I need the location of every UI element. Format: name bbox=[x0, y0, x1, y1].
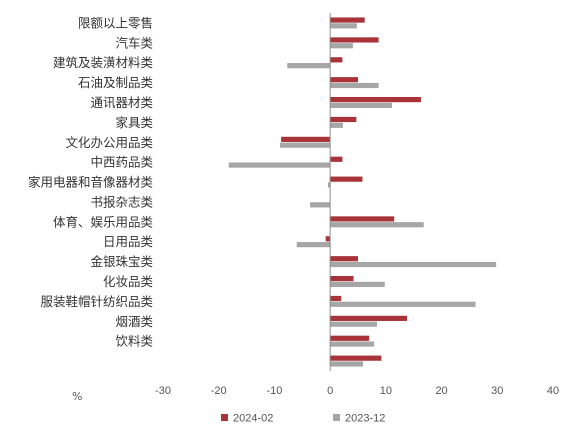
category-label: 饮料类 bbox=[115, 334, 153, 349]
legend-swatch bbox=[221, 414, 228, 421]
category-label: 书报杂志类 bbox=[90, 194, 153, 209]
legend-swatch bbox=[333, 414, 340, 421]
x-tick-label: -20 bbox=[211, 385, 227, 397]
bar-2023-12-11 bbox=[296, 242, 331, 248]
category-label: 金银珠宝类 bbox=[90, 254, 153, 269]
bar-2023-12-9 bbox=[310, 202, 331, 208]
bar-2023-12-7 bbox=[228, 162, 331, 168]
legend-label: 2023-12 bbox=[345, 413, 385, 425]
bar-2023-12-4 bbox=[330, 102, 392, 108]
bar-2024-02-13 bbox=[330, 276, 354, 282]
bar-2023-12-1 bbox=[330, 43, 353, 49]
bar-2024-02-11 bbox=[325, 236, 331, 242]
category-label: 汽车类 bbox=[115, 35, 153, 50]
category-label: 限额以上零售 bbox=[78, 15, 153, 30]
x-tick-label: 40 bbox=[547, 385, 559, 397]
bar-2024-02-7 bbox=[330, 156, 343, 162]
bar-2023-12-12 bbox=[330, 261, 497, 268]
bar-2023-12-17 bbox=[330, 361, 364, 367]
bar-2023-12-8 bbox=[327, 182, 331, 188]
category-labels: 限额以上零售汽车类建筑及装潢材料类石油及制品类通讯器材类家具类文化办公用品类中西… bbox=[28, 15, 154, 348]
category-label: 日用品类 bbox=[103, 234, 154, 249]
legend-label: 2024-02 bbox=[233, 413, 273, 425]
x-tick-label: 10 bbox=[380, 385, 392, 397]
category-label: 烟酒类 bbox=[115, 314, 153, 329]
bar-2023-12-14 bbox=[330, 301, 476, 307]
category-label: 通讯器材类 bbox=[90, 95, 153, 110]
bar-2023-12-13 bbox=[330, 281, 385, 287]
bar-2024-02-6 bbox=[281, 136, 331, 142]
x-tick-label: 20 bbox=[435, 385, 447, 397]
bar-2024-02-15 bbox=[330, 315, 408, 321]
bar-2024-02-5 bbox=[330, 116, 357, 123]
bar-2023-12-15 bbox=[330, 321, 377, 327]
bar-2024-02-2 bbox=[330, 57, 343, 63]
bar-2024-02-1 bbox=[330, 37, 379, 43]
x-tick-label: -30 bbox=[155, 385, 171, 397]
category-label: 建筑及装潢材料类 bbox=[53, 55, 154, 70]
category-label: 家用电器和音像器材类 bbox=[28, 175, 154, 190]
bar-2023-12-2 bbox=[287, 63, 331, 69]
category-label: 家具类 bbox=[115, 115, 153, 130]
x-tick-labels: -30 -20 -10 0 10 20 30 40 bbox=[155, 385, 559, 397]
category-label: 石油及制品类 bbox=[78, 75, 154, 90]
category-label: 体育、娱乐用品类 bbox=[53, 214, 154, 229]
category-label: 中西药品类 bbox=[90, 155, 153, 170]
x-tick-label: -10 bbox=[266, 385, 282, 397]
bar-2023-12-6 bbox=[280, 142, 331, 148]
bar-2024-02-4 bbox=[330, 97, 421, 103]
bar-2024-02-3 bbox=[330, 77, 358, 83]
legend: 2024-02 2023-12 bbox=[221, 413, 385, 425]
bar-2023-12-10 bbox=[330, 222, 424, 228]
bar-2023-12-5 bbox=[330, 122, 343, 128]
bar-2024-02-17 bbox=[330, 355, 382, 361]
category-label: 文化办公用品类 bbox=[65, 135, 153, 150]
bar-2024-02-8 bbox=[330, 176, 363, 182]
bar-2024-02-16 bbox=[330, 335, 370, 341]
bar-2024-02-10 bbox=[330, 216, 395, 222]
unit-label: % bbox=[72, 390, 82, 403]
category-label: 化妆品类 bbox=[103, 274, 154, 289]
bar-2024-02-12 bbox=[330, 256, 358, 262]
bar-2023-12-16 bbox=[330, 341, 375, 347]
bar-2024-02-0 bbox=[330, 17, 365, 23]
bars bbox=[228, 17, 497, 367]
bar-2024-02-14 bbox=[330, 295, 342, 302]
bar-2023-12-0 bbox=[330, 23, 357, 29]
x-tick-label: 30 bbox=[491, 385, 503, 397]
x-tick-label: 0 bbox=[327, 385, 333, 397]
category-label: 服装鞋帽针纺织品类 bbox=[40, 294, 153, 309]
bar-2023-12-3 bbox=[330, 82, 379, 89]
